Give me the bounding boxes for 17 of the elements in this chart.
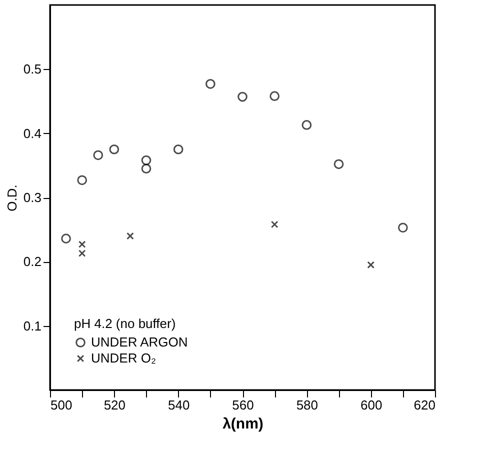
y-tick-label: 0.2: [23, 254, 42, 270]
legend-label: UNDER O₂: [91, 350, 156, 366]
x-tick-label: 580: [296, 398, 318, 412]
y-axis-title: O.D.: [4, 184, 20, 212]
y-tick-label: 0.5: [23, 62, 42, 77]
x-tick-label: 520: [104, 398, 126, 412]
x-tick-label: 560: [232, 398, 254, 412]
legend-title: pH 4.2 (no buffer): [74, 316, 176, 331]
y-tick-label: 0.3: [23, 190, 42, 205]
legend-label: UNDER ARGON: [91, 334, 188, 350]
x-tick-label: 600: [360, 398, 382, 412]
x-tick-label: 540: [168, 398, 190, 412]
x-tick-label: 500: [50, 398, 72, 412]
y-tick-label: 0.4: [23, 126, 42, 141]
x-tick-label: 620: [414, 398, 436, 412]
y-tick-label: 0.1: [23, 318, 42, 334]
x-axis-title: λ(nm): [222, 416, 264, 432]
